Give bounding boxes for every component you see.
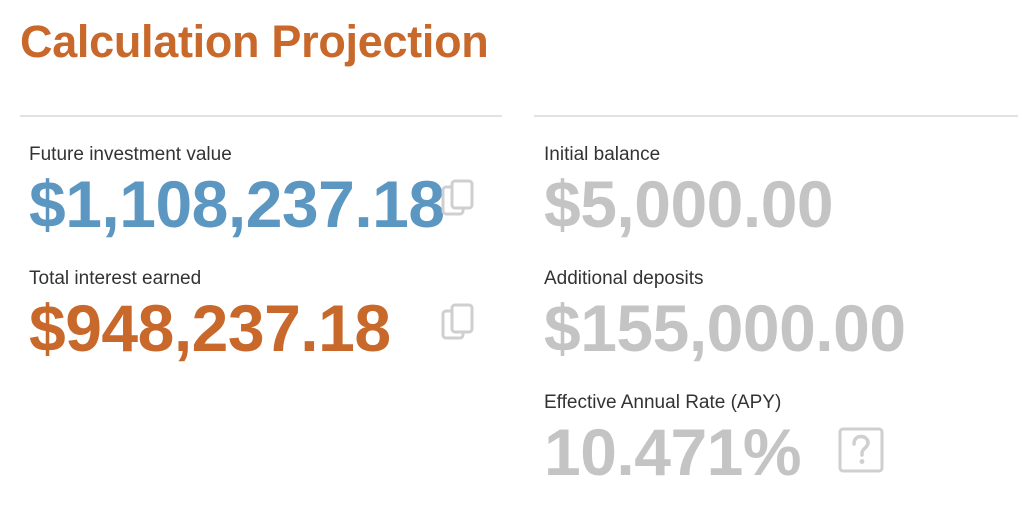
total-interest-earned-label: Total interest earned [29,268,202,289]
page-title: Calculation Projection [20,16,489,67]
right-divider [534,115,1018,117]
copy-icon [441,179,474,216]
total-interest-earned-stat: Total interest earned $948,237.18 [29,268,391,364]
copy-icon [441,303,474,340]
future-investment-value-label: Future investment value [29,144,232,165]
initial-balance-label: Initial balance [544,144,661,165]
left-divider [20,115,502,117]
total-interest-earned-amount: $948,237.18 [29,291,391,365]
copy-total-interest-button[interactable] [440,302,476,342]
apy-amount: 10.471% [544,415,802,489]
apy-label: Effective Annual Rate (APY) [544,392,782,413]
apy-help-button[interactable] [838,427,884,473]
future-investment-value-stat: Future investment value $1,108,237.18 [29,144,445,240]
initial-balance-stat: Initial balance $5,000.00 [544,144,834,241]
future-investment-value-amount: $1,108,237.18 [29,167,445,241]
help-icon [838,427,884,473]
initial-balance-amount: $5,000.00 [544,167,834,241]
additional-deposits-amount: $155,000.00 [544,291,906,365]
additional-deposits-label: Additional deposits [544,268,704,289]
apy-stat: Effective Annual Rate (APY) 10.471% [544,392,802,489]
copy-future-value-button[interactable] [440,178,476,218]
additional-deposits-stat: Additional deposits $155,000.00 [544,268,906,364]
